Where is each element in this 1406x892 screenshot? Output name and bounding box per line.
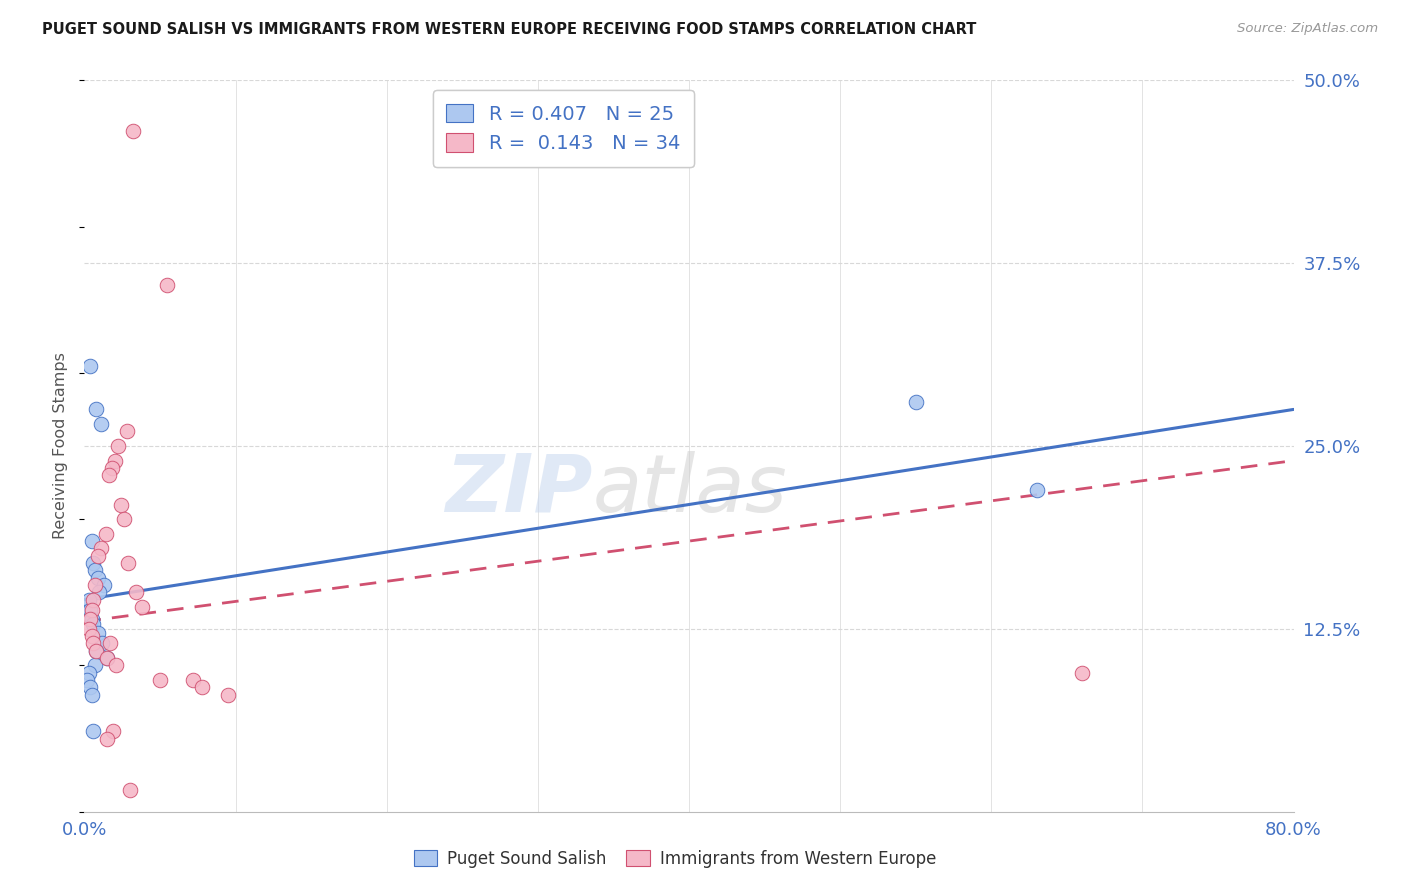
Point bbox=[77, 622, 100, 636]
Point bbox=[904, 395, 927, 409]
Point bbox=[125, 585, 148, 599]
Point bbox=[96, 731, 118, 746]
Point bbox=[80, 688, 103, 702]
Point bbox=[96, 651, 118, 665]
Text: Source: ZipAtlas.com: Source: ZipAtlas.com bbox=[1237, 22, 1378, 36]
Point bbox=[118, 782, 141, 797]
Point bbox=[115, 425, 138, 439]
Point bbox=[80, 629, 103, 643]
Point bbox=[156, 278, 179, 293]
Point bbox=[87, 549, 110, 563]
Point bbox=[121, 124, 143, 138]
Point bbox=[217, 688, 239, 702]
Point bbox=[87, 626, 110, 640]
Point bbox=[104, 453, 127, 467]
Point bbox=[82, 636, 104, 650]
Point bbox=[90, 541, 112, 556]
Point bbox=[101, 724, 124, 739]
Point bbox=[82, 592, 104, 607]
Point bbox=[110, 498, 132, 512]
Point bbox=[87, 571, 110, 585]
Point bbox=[100, 461, 122, 475]
Point bbox=[89, 585, 111, 599]
Text: PUGET SOUND SALISH VS IMMIGRANTS FROM WESTERN EUROPE RECEIVING FOOD STAMPS CORRE: PUGET SOUND SALISH VS IMMIGRANTS FROM WE… bbox=[42, 22, 977, 37]
Point bbox=[93, 578, 115, 592]
Y-axis label: Receiving Food Stamps: Receiving Food Stamps bbox=[53, 352, 69, 540]
Point bbox=[1071, 665, 1094, 680]
Point bbox=[79, 603, 101, 617]
Point bbox=[91, 636, 114, 650]
Point bbox=[107, 439, 129, 453]
Point bbox=[86, 644, 108, 658]
Point bbox=[97, 468, 120, 483]
Point bbox=[82, 556, 104, 570]
Text: atlas: atlas bbox=[592, 450, 787, 529]
Point bbox=[77, 665, 100, 680]
Point bbox=[94, 526, 117, 541]
Point bbox=[86, 644, 108, 658]
Point bbox=[76, 673, 98, 687]
Text: ZIP: ZIP bbox=[444, 450, 592, 529]
Point bbox=[80, 603, 103, 617]
Point bbox=[86, 402, 108, 417]
Point bbox=[90, 417, 112, 431]
Point bbox=[84, 578, 107, 592]
Point bbox=[77, 592, 100, 607]
Point bbox=[149, 673, 172, 687]
Point bbox=[98, 636, 121, 650]
Point bbox=[181, 673, 204, 687]
Point bbox=[84, 658, 107, 673]
Point bbox=[82, 617, 104, 632]
Point bbox=[105, 658, 128, 673]
Point bbox=[1025, 483, 1047, 497]
Point bbox=[79, 359, 101, 373]
Point bbox=[112, 512, 135, 526]
Point bbox=[79, 612, 101, 626]
Point bbox=[79, 681, 101, 695]
Point bbox=[80, 534, 103, 549]
Point bbox=[82, 724, 104, 739]
Legend: Puget Sound Salish, Immigrants from Western Europe: Puget Sound Salish, Immigrants from West… bbox=[406, 844, 943, 875]
Point bbox=[131, 599, 153, 614]
Point bbox=[117, 556, 139, 570]
Point bbox=[96, 651, 118, 665]
Point bbox=[84, 563, 107, 577]
Legend: R = 0.407   N = 25, R =  0.143   N = 34: R = 0.407 N = 25, R = 0.143 N = 34 bbox=[433, 90, 695, 167]
Point bbox=[80, 612, 103, 626]
Point bbox=[191, 681, 214, 695]
